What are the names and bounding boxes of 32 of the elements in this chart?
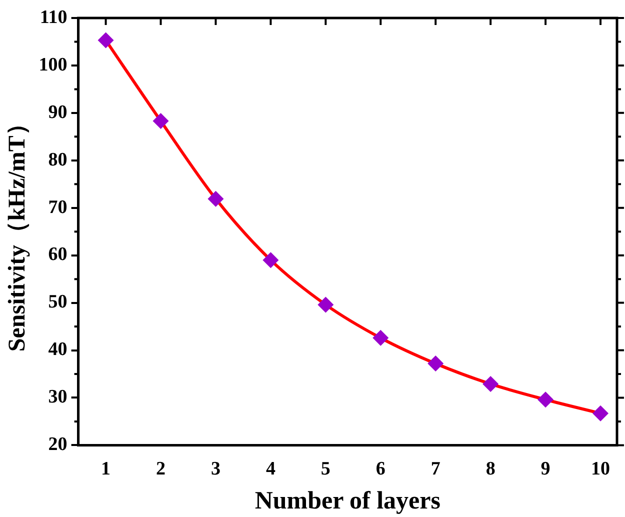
point <box>98 32 114 48</box>
x-tick-label: 9 <box>540 458 550 480</box>
point <box>318 296 334 313</box>
y-tick-label: 60 <box>48 244 68 266</box>
point <box>372 330 389 346</box>
x-axis-title: Number of layers <box>254 487 441 514</box>
point <box>262 252 279 268</box>
point <box>592 405 609 422</box>
point <box>428 356 444 372</box>
y-tick-label: 30 <box>48 386 68 408</box>
x-tick-label: 6 <box>376 458 386 480</box>
y-tick-label: 40 <box>48 339 68 360</box>
x-tick-label: 3 <box>210 458 220 480</box>
y-axis-title: Sensitivity（kHz/mT） <box>4 112 31 352</box>
point <box>152 113 169 130</box>
point <box>208 190 224 207</box>
point <box>538 392 554 408</box>
x-tick-label: 5 <box>320 458 330 480</box>
y-tick-label: 70 <box>48 196 68 218</box>
y-tick-label: 50 <box>48 292 68 313</box>
x-tick-label: 8 <box>486 458 496 480</box>
point <box>482 376 499 392</box>
y-tick-label: 90 <box>48 102 68 123</box>
x-tick-label: 1 <box>101 458 111 480</box>
y-tick-label: 80 <box>48 149 68 170</box>
x-tick-label: 7 <box>430 458 441 480</box>
x-tick-label: 2 <box>156 458 166 480</box>
y-tick-label: 110 <box>40 6 68 28</box>
x-tick-label: 4 <box>266 458 276 480</box>
y-tick-label: 20 <box>48 434 68 456</box>
y-tick-label: 100 <box>38 54 68 76</box>
x-tick-label: 10 <box>591 458 610 480</box>
